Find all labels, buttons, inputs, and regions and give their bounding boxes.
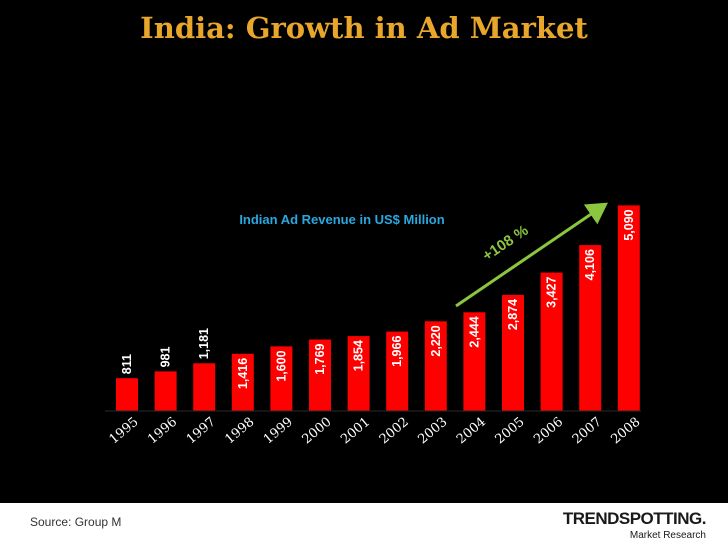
value-label-2000: 1,769 bbox=[313, 343, 327, 374]
value-label-1996: 981 bbox=[159, 346, 173, 367]
bar-2000 bbox=[309, 339, 331, 411]
value-label-2005: 2,874 bbox=[506, 299, 520, 330]
bar-1995 bbox=[116, 378, 138, 411]
tick-label-2008: 2008 bbox=[608, 415, 643, 448]
value-label-2006: 3,427 bbox=[545, 277, 559, 308]
logo-text: TRENDSPOTTING. bbox=[562, 509, 707, 528]
value-labels-group: 811 981 1,181 1,416 1,600 1,769 1,854 1,966 2,22… bbox=[120, 209, 636, 389]
value-label-2003: 2,220 bbox=[429, 325, 443, 356]
bar-2002 bbox=[386, 331, 409, 411]
value-label-1997: 1,181 bbox=[197, 328, 211, 359]
tick-label-2000: 2000 bbox=[300, 415, 335, 448]
value-label-2007: 4,106 bbox=[583, 249, 597, 280]
x-tick-labels-group: 1995 1996 1997 1998 1999 2000 2001 2002 2003 2004… bbox=[107, 415, 644, 448]
logo-subtitle: Market Research bbox=[629, 530, 706, 541]
tick-label-2005: 2005 bbox=[493, 415, 528, 448]
bar-2007 bbox=[579, 245, 602, 411]
bar-2004 bbox=[463, 312, 486, 411]
tick-label-1995: 1995 bbox=[107, 415, 142, 448]
tick-label-1996: 1996 bbox=[145, 415, 180, 448]
bar-2003 bbox=[424, 321, 447, 411]
growth-arrow bbox=[455, 202, 608, 308]
tick-label-2002: 2002 bbox=[377, 415, 412, 448]
value-label-2004: 2,444 bbox=[467, 316, 481, 347]
value-label-2001: 1,854 bbox=[352, 340, 366, 371]
tick-label-2001: 2001 bbox=[338, 415, 373, 448]
bar-1998 bbox=[231, 353, 254, 411]
value-label-2002: 1,966 bbox=[390, 336, 404, 367]
tick-label-2003: 2003 bbox=[415, 415, 450, 448]
chart-subtitle: Indian Ad Revenue in US$ Million bbox=[239, 212, 444, 227]
value-label-1995: 811 bbox=[120, 354, 134, 374]
tick-label-1998: 1998 bbox=[222, 415, 257, 448]
tick-label-2006: 2006 bbox=[531, 415, 566, 448]
tick-label-2007: 2007 bbox=[570, 415, 605, 448]
bar-2006 bbox=[540, 272, 563, 411]
tick-label-1997: 1997 bbox=[184, 415, 219, 448]
value-label-1999: 1,600 bbox=[274, 350, 288, 381]
source-note: Source: Group M bbox=[30, 515, 122, 529]
bar-1999 bbox=[270, 346, 293, 411]
tick-label-1999: 1999 bbox=[261, 415, 296, 448]
chart-title: India: Growth in Ad Market bbox=[140, 11, 588, 45]
bar-1996 bbox=[154, 371, 177, 411]
value-label-1998: 1,416 bbox=[236, 358, 250, 389]
brand-logo: TRENDSPOTTING. Market Research bbox=[562, 509, 707, 541]
value-label-2008: 5,090 bbox=[622, 209, 636, 240]
bar-2001 bbox=[347, 336, 370, 411]
bar-1997 bbox=[193, 363, 216, 411]
footer: Source: Group M TRENDSPOTTING. Market Re… bbox=[0, 503, 728, 546]
bars-group bbox=[116, 205, 640, 411]
bar-chart: India: Growth in Ad Market Indian Ad Rev… bbox=[105, 11, 644, 448]
tick-label-2004: 2004 bbox=[454, 415, 489, 448]
bar-2008 bbox=[617, 205, 640, 411]
bar-2005 bbox=[502, 294, 524, 411]
